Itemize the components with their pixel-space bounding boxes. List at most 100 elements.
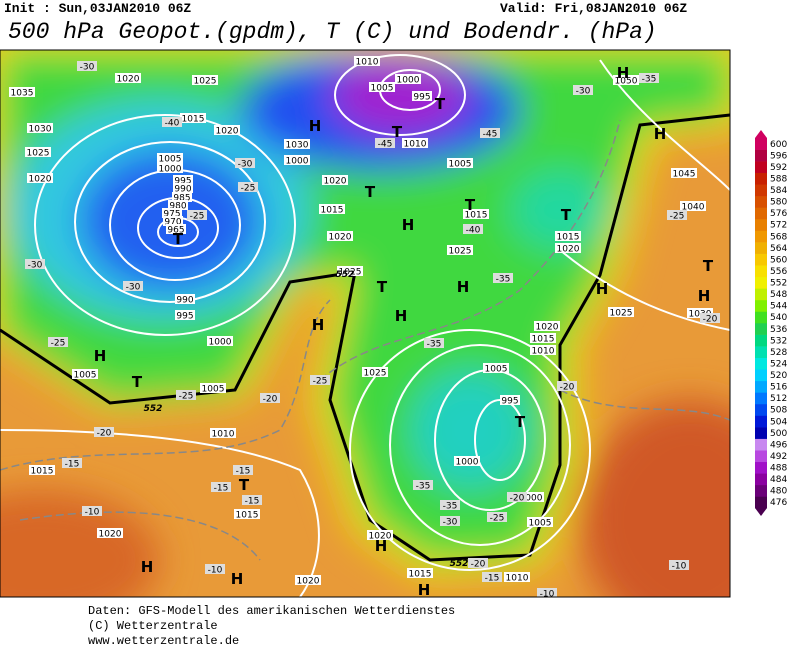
temperature-label: -15 [236,467,251,477]
isobar-label-box [322,175,348,185]
colorbar-cell [755,161,767,173]
colorbar-cell [755,149,767,162]
isobar-label-box [163,216,183,226]
isobar-label-box [207,336,233,346]
temperature-label-box [440,516,460,526]
temperature-label: -15 [245,497,260,507]
temperature-label: -35 [427,340,442,350]
init-time: Init : Sun,03JAN2010 06Z [4,1,191,16]
isobar-label: 990 [176,296,193,306]
isobar-label: 1020 [557,245,580,255]
temperature-label-box [424,338,444,348]
colorbar-cell [755,415,767,428]
isobar-label-box [27,173,53,183]
colorbar-label: 528 [770,348,787,358]
temperature-label: -15 [65,460,80,470]
isobar-label-box [168,200,188,210]
isobar-label-box [192,75,218,85]
isobar-label-box [172,192,192,202]
valid-time: Valid: Fri,08JAN2010 06Z [500,1,687,16]
isobar-label: 1020 [324,177,347,187]
colorbar-cell [755,242,767,254]
footer-source: Daten: GFS-Modell des amerikanischen Wet… [88,604,455,618]
isobar-label: 970 [164,218,181,228]
colorbar-label: 580 [770,198,787,208]
colorbar-cell [755,450,767,463]
temperature-label-box [557,381,577,391]
isobar-label: 1025 [339,268,362,278]
isobar-label-box [518,492,544,502]
isobar-label-box [319,204,345,214]
isobar-label-box [173,183,193,193]
pressure-center: T [561,206,572,224]
temperature-label-box [205,564,225,574]
isobar-label: 1000 [159,165,182,175]
colorbar-cell [755,230,767,243]
isobar-label: 1010 [506,574,529,584]
isobar-label-box [25,147,51,157]
pressure-center: T [377,278,388,296]
footer-copyright: (C) Wetterzentrale [88,619,218,633]
colorbar-label: 540 [770,313,787,323]
isobar-label-box [162,208,182,218]
temperature-label-box [82,506,102,516]
pressure-center: H [596,280,609,298]
isobar-label: 1005 [485,365,508,375]
isobar-label-box [234,509,260,519]
temperature-label: -20 [510,494,525,504]
temperature-label: -15 [214,484,229,494]
colorbar-cell [755,403,767,416]
colorbar-cell [755,438,767,451]
isobar-label: 1000 [397,76,420,86]
colorbar-bottom-arrow [755,508,767,516]
isobar-label: 1000 [456,458,479,468]
contour-label: 552 [336,270,355,280]
isobar-label: 995 [176,312,193,322]
temperature-label: -25 [490,514,505,524]
colorbar-label: 532 [770,336,787,346]
colorbar-label: 516 [770,383,787,393]
temperature-label-box [187,210,207,220]
temperature-label-box [77,61,97,71]
temperature-label-box [440,500,460,510]
colorbar-cell [755,484,767,497]
temperature-label: -25 [670,212,685,222]
isobar-label: 1005 [159,155,182,165]
temperature-label: -40 [165,119,180,129]
colorbar-label: 548 [770,290,787,300]
pressure-center: T [465,196,476,214]
colorbar-label: 588 [770,174,787,184]
colorbar-label: 572 [770,221,787,231]
isobar-label: 1015 [236,511,259,521]
isobar-label: 1010 [212,430,235,440]
colorbar-label: 520 [770,371,787,381]
colorbar-label: 560 [770,255,787,265]
isobar-label: 995 [174,177,191,187]
isobar-label-box [214,125,240,135]
temperature-label: -30 [576,87,591,97]
isobar-label: 1010 [404,140,427,150]
isobar-label: 1010 [532,347,555,357]
temperature-label-box [233,465,253,475]
isobar-label: 990 [174,185,191,195]
colorbar-cell [755,346,767,358]
temperature-label-box [176,390,196,400]
isobar-label-box [608,307,634,317]
isobar-label: 1025 [364,369,387,379]
isobar-label-box [200,383,226,393]
temperature-label: -10 [85,508,100,518]
colorbar-label: 508 [770,406,787,416]
colorbar-label: 524 [770,359,787,369]
temperature-label-box [211,482,231,492]
isobar-label: 1020 [536,323,559,333]
pressure-center: H [617,64,630,82]
temperature-label: -20 [263,395,278,405]
temperature-label-box [507,492,527,502]
temperature-label-box [162,117,182,127]
isobar-label: 1005 [371,84,394,94]
isobar-label-box [613,75,639,85]
temperature-label-box [238,182,258,192]
pressure-center: H [698,287,711,305]
colorbar-cell [755,323,767,335]
